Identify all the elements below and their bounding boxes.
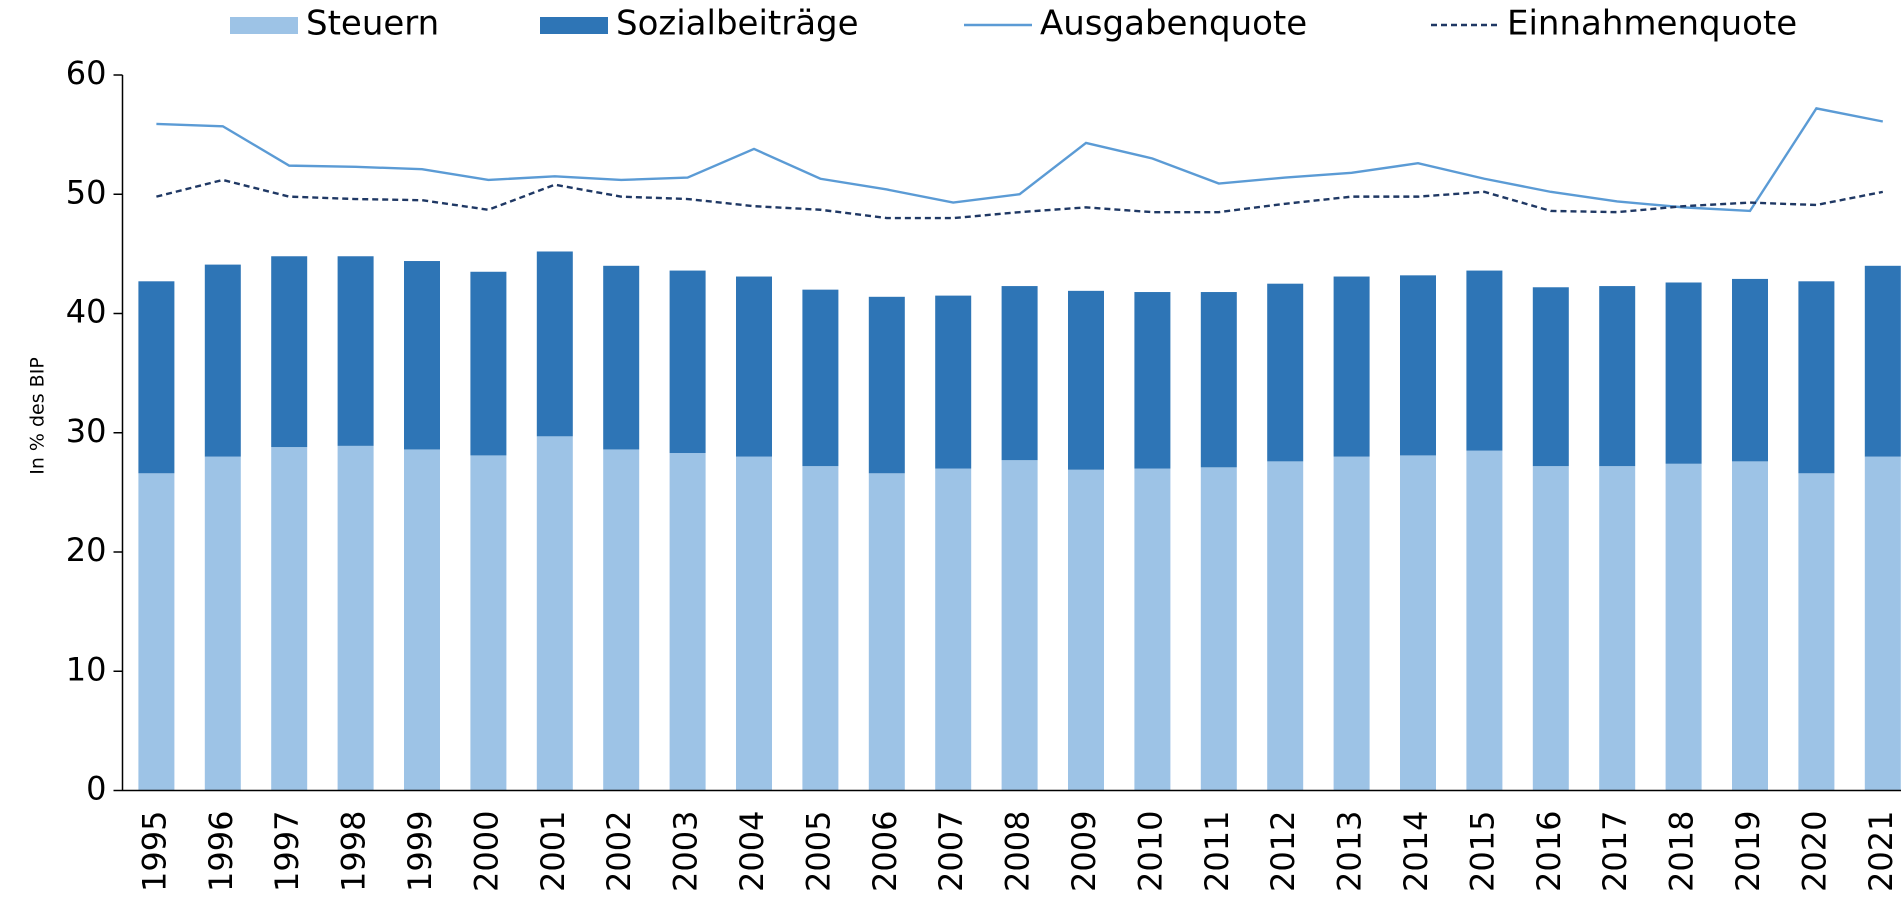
- bar: [1532, 287, 1569, 467]
- bar: [868, 296, 905, 474]
- bar: [736, 456, 772, 791]
- bar: [669, 453, 706, 791]
- x-tick-label: 2016: [1530, 811, 1568, 892]
- x-tick-label: 2005: [799, 811, 837, 892]
- line-series: [156, 178, 1884, 220]
- x-tick-label: 2021: [1862, 811, 1900, 892]
- bar: [271, 447, 308, 791]
- bar: [669, 270, 706, 454]
- y-tick-label: 30: [66, 412, 107, 450]
- x-tick-label: 2019: [1729, 811, 1767, 892]
- bar: [603, 265, 640, 450]
- bar: [935, 295, 972, 469]
- x-tick-label: 2008: [999, 811, 1037, 892]
- bar: [404, 261, 440, 450]
- bar: [1599, 286, 1636, 467]
- x-tick-label: 1995: [135, 811, 173, 892]
- x-tick-label: 2015: [1463, 811, 1501, 892]
- bar: [1200, 292, 1237, 468]
- x-tick-label: 2000: [467, 811, 505, 892]
- bar: [536, 251, 573, 437]
- bar: [1333, 276, 1370, 457]
- bar: [603, 449, 640, 791]
- bar: [1200, 467, 1237, 791]
- bar: [1599, 466, 1636, 791]
- bar: [1665, 463, 1702, 791]
- legend-label: Steuern: [306, 4, 439, 44]
- bar: [337, 256, 374, 446]
- y-tick-label: 60: [66, 54, 107, 92]
- bar: [271, 256, 308, 448]
- y-tick-label: 20: [66, 531, 107, 569]
- bar: [536, 436, 573, 791]
- bar: [1267, 283, 1304, 462]
- x-tick-label: 2002: [600, 811, 638, 892]
- y-tick-label: 0: [86, 770, 106, 808]
- x-tick-label: 2020: [1795, 811, 1833, 892]
- bar: [204, 456, 241, 791]
- bar: [1466, 450, 1503, 791]
- x-tick-label: 1996: [202, 811, 240, 892]
- bar: [935, 468, 972, 791]
- bar: [1001, 286, 1038, 461]
- legend-swatch: [230, 17, 298, 34]
- bar: [1001, 460, 1038, 791]
- bar: [802, 466, 839, 791]
- bar: [1333, 456, 1370, 791]
- bar: [1864, 265, 1901, 457]
- bar: [1864, 456, 1901, 791]
- x-tick-label: 2017: [1596, 811, 1634, 892]
- x-tick-label: 2009: [1065, 811, 1103, 892]
- bar: [1466, 270, 1503, 451]
- bar: [1532, 466, 1569, 791]
- x-tick-label: 2006: [866, 811, 904, 892]
- bar: [802, 289, 839, 467]
- x-tick-label: 2011: [1198, 811, 1236, 892]
- bar: [138, 473, 175, 791]
- bar: [1267, 461, 1304, 791]
- x-tick-label: 2001: [534, 811, 572, 892]
- bar: [1665, 282, 1702, 464]
- bar: [1068, 469, 1104, 791]
- bar: [868, 473, 905, 791]
- x-tick-label: 2013: [1331, 811, 1369, 892]
- x-tick-label: 2004: [733, 811, 771, 892]
- bar: [1134, 292, 1171, 469]
- x-tick-label: 1999: [401, 811, 439, 892]
- bar: [1134, 468, 1171, 791]
- x-tick-label: 2010: [1131, 811, 1169, 892]
- bar: [736, 276, 772, 457]
- legend-label: Einnahmenquote: [1507, 4, 1797, 44]
- bar: [404, 449, 440, 791]
- bar: [1732, 278, 1768, 462]
- bar: [337, 445, 374, 791]
- x-tick-label: 1997: [268, 811, 306, 892]
- y-tick-label: 50: [66, 173, 107, 211]
- bar: [1798, 473, 1835, 791]
- line-series: [156, 107, 1884, 213]
- legend-swatch: [540, 17, 608, 34]
- bar: [1732, 461, 1768, 791]
- x-tick-label: 2014: [1397, 811, 1435, 892]
- x-tick-label: 2018: [1663, 811, 1701, 892]
- bar: [1798, 281, 1835, 474]
- x-tick-label: 2003: [667, 811, 705, 892]
- x-tick-label: 2007: [932, 810, 970, 891]
- legend-label: Ausgabenquote: [1040, 4, 1307, 44]
- x-tick-label: 1998: [335, 811, 373, 892]
- bar: [138, 281, 175, 474]
- x-tick-label: 2012: [1264, 811, 1302, 892]
- bar: [204, 264, 241, 457]
- bar: [470, 455, 507, 791]
- legend-label: Sozialbeiträge: [616, 4, 859, 44]
- bar: [1400, 455, 1436, 791]
- bar: [470, 271, 507, 456]
- y-axis-label: In % des BIP: [27, 357, 49, 475]
- y-tick-label: 40: [66, 293, 107, 331]
- bar: [1400, 275, 1436, 456]
- y-tick-label: 10: [66, 650, 107, 688]
- bar: [1068, 290, 1104, 470]
